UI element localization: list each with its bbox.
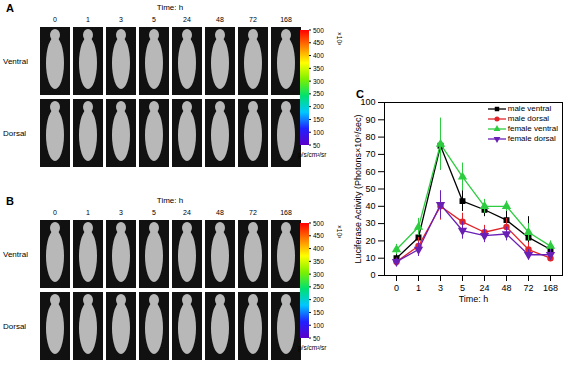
svg-text:0: 0 [53,209,57,216]
svg-text:0: 0 [370,270,375,280]
svg-text:×10³: ×10³ [336,225,343,239]
svg-text:48: 48 [501,283,511,293]
svg-text:10: 10 [365,253,375,263]
svg-text:70: 70 [365,149,375,159]
svg-text:400: 400 [313,52,324,59]
svg-text:48: 48 [216,16,224,23]
svg-text:Dorsal: Dorsal [3,129,26,138]
svg-text:Time: h: Time: h [157,196,183,205]
svg-text:200: 200 [313,296,324,303]
svg-text:24: 24 [183,209,191,216]
svg-text:24: 24 [183,16,191,23]
svg-text:250: 250 [313,283,324,290]
svg-text:Time: h: Time: h [157,3,183,12]
svg-text:250: 250 [313,90,324,97]
svg-text:A: A [6,2,14,14]
svg-text:50: 50 [313,142,321,149]
html-text:male ventral: male ventral [507,104,552,113]
svg-text:40: 40 [365,201,375,211]
svg-text:3: 3 [119,16,123,23]
html-text:female ventral: female ventral [507,124,558,133]
svg-text:20: 20 [365,236,375,246]
svg-text:50: 50 [313,335,321,342]
svg-text:100: 100 [313,322,324,329]
svg-text:168: 168 [280,16,292,23]
svg-text:B: B [6,195,14,207]
svg-text:0: 0 [53,16,57,23]
svg-text:48: 48 [216,209,224,216]
svg-text:72: 72 [523,283,533,293]
svg-text:24: 24 [479,283,489,293]
svg-text:80: 80 [365,132,375,142]
svg-text:300: 300 [313,271,324,278]
svg-text:50: 50 [365,184,375,194]
svg-text:300: 300 [313,78,324,85]
svg-text:72: 72 [249,209,257,216]
html-text:female dorsal: female dorsal [507,134,556,143]
svg-text:3: 3 [438,283,443,293]
svg-text:200: 200 [313,103,324,110]
svg-text:5: 5 [152,16,156,23]
svg-text:500: 500 [313,220,324,227]
svg-text:1: 1 [416,283,421,293]
svg-text:Ventral: Ventral [3,57,28,66]
svg-text:1: 1 [86,209,90,216]
svg-text:0: 0 [394,283,399,293]
svg-text:Ventral: Ventral [3,250,28,259]
svg-text:5: 5 [152,209,156,216]
svg-text:60: 60 [365,167,375,177]
svg-text:350: 350 [313,65,324,72]
svg-text:350: 350 [313,258,324,265]
svg-text:1: 1 [86,16,90,23]
svg-text:5: 5 [460,283,465,293]
svg-text:450: 450 [313,39,324,46]
svg-text:400: 400 [313,245,324,252]
html-text:male dorsal: male dorsal [507,114,550,123]
svg-text:p/s/cm²/sr: p/s/cm²/sr [298,344,327,352]
svg-text:30: 30 [365,218,375,228]
svg-text:Time: h: Time: h [459,294,489,304]
svg-text:Luciferase Activity (Photons×1: Luciferase Activity (Photons×10⁶/sec) [353,114,363,263]
svg-text:90: 90 [365,115,375,125]
svg-text:100: 100 [313,129,324,136]
html-text:C: C [356,88,364,100]
svg-text:168: 168 [543,283,558,293]
svg-text:72: 72 [249,16,257,23]
svg-text:p/s/cm²/sr: p/s/cm²/sr [298,151,327,159]
svg-text:150: 150 [313,309,324,316]
svg-text:Dorsal: Dorsal [3,322,26,331]
svg-text:500: 500 [313,27,324,34]
svg-text:168: 168 [280,209,292,216]
svg-text:450: 450 [313,232,324,239]
svg-text:150: 150 [313,116,324,123]
svg-text:100: 100 [360,97,376,108]
svg-text:×10³: ×10³ [336,32,343,46]
svg-text:3: 3 [119,209,123,216]
